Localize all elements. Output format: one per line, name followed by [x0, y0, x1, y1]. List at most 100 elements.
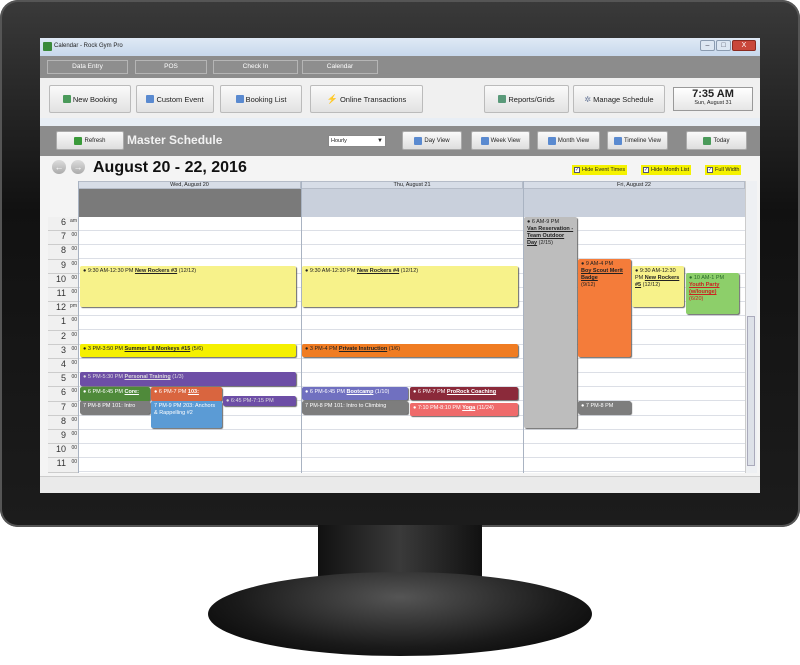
interval-value: Hourly	[331, 138, 347, 144]
dropdown-arrow-icon: ▼	[377, 138, 383, 144]
window-title: Calendar - Rock Gym Pro	[54, 43, 123, 49]
tab-check-in[interactable]: Check In	[213, 60, 298, 74]
hour-label: 11 00	[48, 288, 78, 303]
online-transactions-label: Online Transactions	[339, 94, 407, 104]
hour-label: 12 pm	[48, 302, 78, 317]
column-divider	[523, 181, 524, 473]
event-personal-training[interactable]: ● 5 PM-5:30 PM Personal Training (1/3)	[80, 372, 296, 386]
event-boy-scout[interactable]: ● 9 AM-4 PM Boy Scout Merit Badge (9/12)	[578, 259, 631, 357]
module-nav: Data Entry POS Check In Calendar	[40, 56, 760, 78]
today-icon	[703, 136, 712, 145]
toolbar: New Booking Custom Event Booking List ⚡ O…	[40, 78, 760, 118]
tab-calendar[interactable]: Calendar	[302, 60, 378, 74]
check-icon: ✓	[643, 167, 649, 173]
hour-gridline	[78, 230, 745, 231]
check-icon: ✓	[707, 167, 713, 173]
lightning-icon: ⚡	[326, 93, 338, 104]
scrollbar-thumb[interactable]	[747, 316, 755, 466]
checkbox-label: Hide Event Times	[582, 167, 626, 173]
day-header-wed[interactable]: Wed, August 20	[78, 181, 301, 189]
minimize-button[interactable]: –	[700, 40, 715, 51]
day-header-thu[interactable]: Thu, August 21	[301, 181, 523, 189]
hour-gridline	[78, 386, 745, 388]
app-window: Calendar - Rock Gym Pro – □ X Data Entry…	[40, 38, 760, 493]
title-bar: Calendar - Rock Gym Pro – □ X	[40, 38, 760, 56]
event-645pm[interactable]: ● 6:45 PM-7:15 PM	[223, 396, 296, 406]
full-width-checkbox[interactable]: ✓ Full Width	[705, 165, 742, 175]
calendar-icon	[146, 95, 155, 103]
booking-list-label: Booking List	[245, 94, 287, 104]
all-day-wed[interactable]	[78, 189, 301, 217]
list-icon	[235, 95, 244, 103]
manage-schedule-button[interactable]: ✲ Manage Schedule	[573, 85, 665, 113]
hour-label: 7 00	[48, 401, 78, 416]
hide-event-times-checkbox[interactable]: ✓ Hide Event Times	[572, 165, 628, 175]
timeline-view-icon	[613, 136, 622, 145]
event-private-instruction[interactable]: ● 3 PM-4 PM Private Instruction (1/6)	[302, 344, 518, 357]
hour-label: 4 00	[48, 359, 78, 374]
clock-date: Sun, August 31	[694, 100, 732, 106]
event-van-reservation[interactable]: ● 6 AM-9 PM Van Reservation - Team Outdoo…	[524, 217, 577, 428]
interval-select[interactable]: Hourly ▼	[328, 135, 386, 147]
week-view-icon	[480, 136, 489, 145]
event-bootcamp[interactable]: ● 6 PM-6:45 PM Bootcamp (1/10)	[302, 387, 408, 400]
checkbox-label: Hide Month List	[651, 167, 690, 173]
day-header-fri[interactable]: Fri, August 22	[523, 181, 745, 189]
event-yoga[interactable]: ● 7:10 PM-8:10 PM Yoga (11/24)	[410, 403, 518, 416]
tab-data-entry[interactable]: Data Entry	[47, 60, 128, 74]
clock-time: 7:35 AM	[692, 88, 734, 100]
calendar-area: ← → August 20 - 22, 2016 ✓ Hide Event Tim…	[40, 156, 760, 493]
event-101-intro-climbing[interactable]: 7 PM-8 PM 101: Intro to Climbing	[302, 401, 408, 414]
new-booking-label: New Booking	[72, 94, 118, 104]
hour-label: 8 00	[48, 415, 78, 430]
event-core[interactable]: ● 6 PM-6:45 PM Core:	[80, 387, 150, 401]
event-203-anchors[interactable]: 7 PM-9 PM 203: Anchors & Rappelling #2	[151, 401, 222, 428]
hour-label: 9 00	[48, 259, 78, 274]
all-day-fri[interactable]	[523, 189, 745, 217]
hour-label: 1 00	[48, 316, 78, 331]
timeline-view-button[interactable]: Timeline View	[607, 131, 668, 150]
day-view-icon	[414, 136, 423, 145]
hour-label: 10 00	[48, 273, 78, 288]
custom-event-button[interactable]: Custom Event	[136, 85, 214, 113]
column-divider	[78, 181, 79, 473]
event-new-rockers-4[interactable]: ● 9:30 AM-12:30 PM New Rockers #4 (12/12…	[302, 266, 518, 307]
refresh-button[interactable]: Refresh	[56, 131, 124, 150]
day-view-button[interactable]: Day View	[402, 131, 462, 150]
event-103[interactable]: ● 6 PM-7 PM 103:	[151, 387, 222, 401]
app-icon	[43, 42, 52, 51]
next-arrow-icon[interactable]: →	[71, 160, 85, 174]
prev-arrow-icon[interactable]: ←	[52, 160, 66, 174]
date-range-title: August 20 - 22, 2016	[93, 159, 247, 176]
tools-icon: ✲	[584, 94, 592, 104]
new-booking-button[interactable]: New Booking	[49, 85, 131, 113]
event-fri-7pm[interactable]: ● 7 PM-8 PM	[578, 401, 631, 414]
event-new-rockers-5[interactable]: ● 9:30 AM-12:30 PM New Rockers #5 (12/12…	[632, 266, 684, 307]
hour-gridline	[78, 372, 745, 373]
refresh-icon	[74, 136, 83, 145]
hour-gridline	[78, 443, 745, 444]
event-summer-lil-monkeys[interactable]: ● 3 PM-3:50 PM Summer Lil Monkeys #15 (5…	[80, 344, 296, 357]
reports-grids-button[interactable]: Reports/Grids	[484, 85, 569, 113]
hour-label: 5 00	[48, 373, 78, 388]
online-transactions-button[interactable]: ⚡ Online Transactions	[310, 85, 423, 113]
maximize-button[interactable]: □	[716, 40, 731, 51]
custom-event-label: Custom Event	[156, 94, 204, 104]
close-button[interactable]: X	[732, 40, 756, 51]
manage-schedule-label: Manage Schedule	[593, 94, 654, 104]
hour-label: 7 00	[48, 231, 78, 246]
event-youth-party[interactable]: ● 10 AM-1 PM Youth Party (w/lounge) (6/20)	[686, 273, 739, 314]
event-new-rockers-3[interactable]: ● 9:30 AM-12:30 PM New Rockers #3 (12/12…	[80, 266, 296, 307]
day-view-label: Day View	[424, 137, 450, 144]
all-day-thu[interactable]	[301, 189, 523, 217]
today-button[interactable]: Today	[686, 131, 747, 150]
hour-label: 3 00	[48, 344, 78, 359]
tab-pos[interactable]: POS	[135, 60, 207, 74]
hide-month-list-checkbox[interactable]: ✓ Hide Month List	[641, 165, 692, 175]
booking-list-button[interactable]: Booking List	[220, 85, 302, 113]
event-101-intro[interactable]: 7 PM-8 PM 101: Intro	[80, 401, 150, 414]
event-prorock-coaching[interactable]: ● 6 PM-7 PM ProRock Coaching	[410, 387, 518, 400]
month-view-button[interactable]: Month View	[537, 131, 600, 150]
hour-label: 2 00	[48, 330, 78, 345]
week-view-button[interactable]: Week View	[471, 131, 530, 150]
